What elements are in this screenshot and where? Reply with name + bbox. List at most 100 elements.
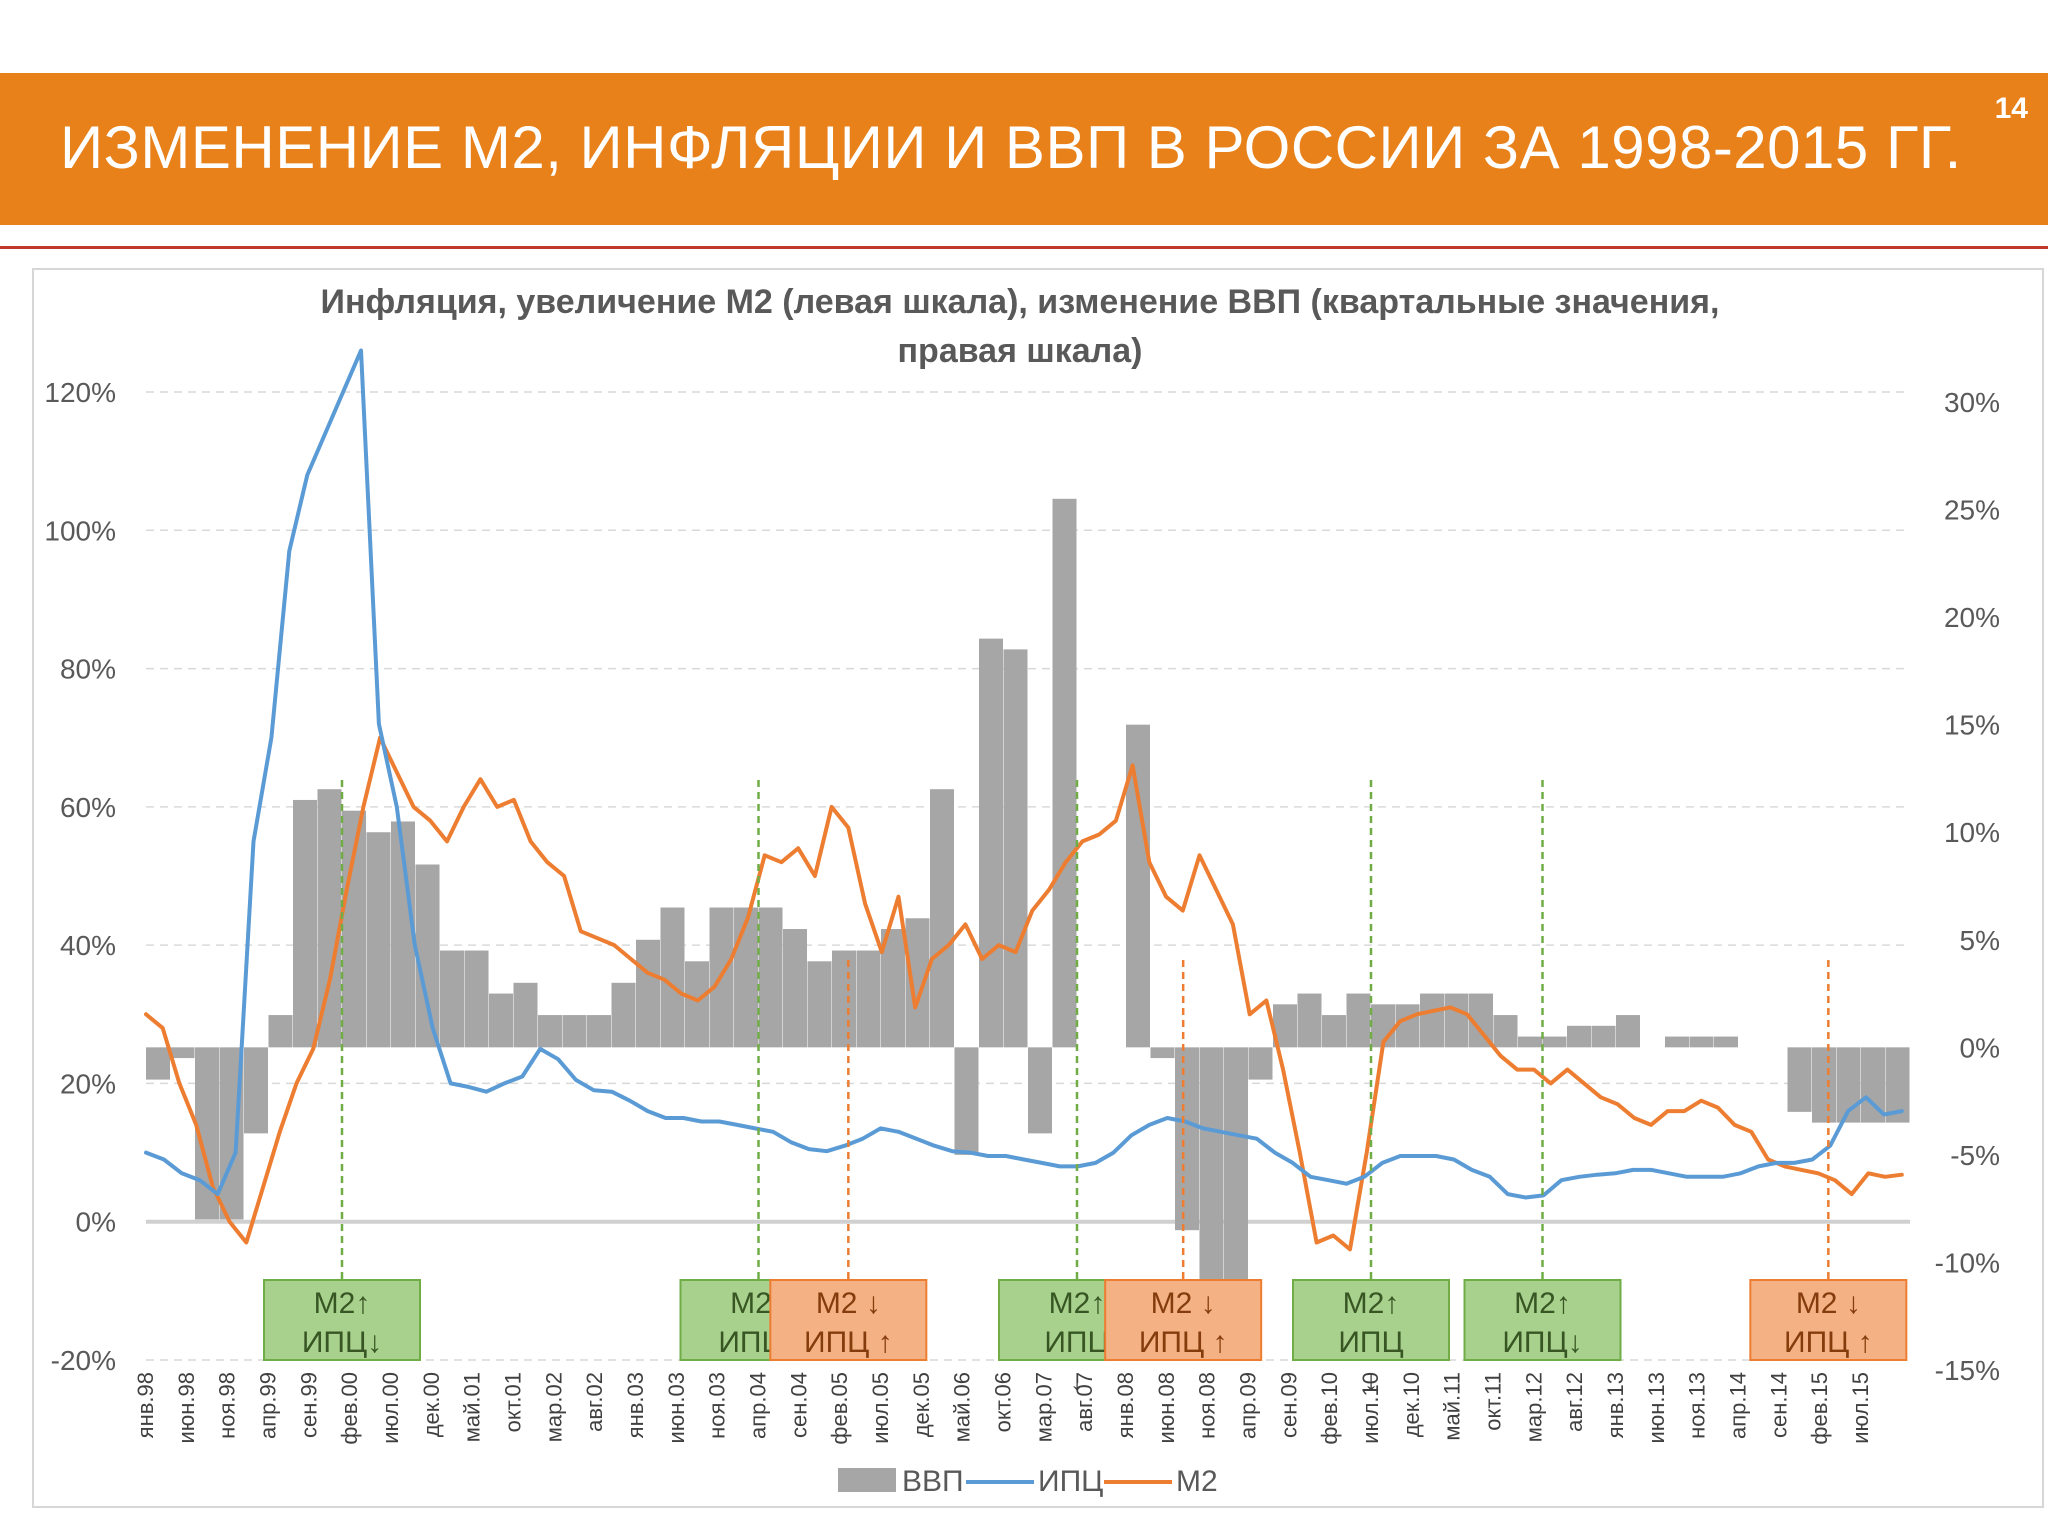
annotation-line2: ИПЦ <box>1338 1326 1403 1359</box>
gdp-bar <box>685 961 709 1048</box>
annotation-line1: М2 ↓ <box>1151 1287 1216 1320</box>
annotation-line2: ИПЦ <box>1044 1326 1109 1359</box>
gdp-bar <box>1542 1036 1567 1048</box>
gdp-bar <box>562 1015 587 1048</box>
right-tick-label: -5% <box>1950 1140 2000 1171</box>
annotation-line1: М2↑ <box>314 1287 371 1320</box>
gridlines <box>146 391 1910 1361</box>
gdp-bar <box>513 982 538 1048</box>
x-tick-label: сен.04 <box>786 1372 811 1438</box>
x-tick-label: мар.02 <box>541 1372 566 1442</box>
gdp-bar <box>1150 1047 1175 1059</box>
left-tick-label: 80% <box>60 654 116 685</box>
annotation-line2: ИПЦ ↑ <box>1784 1326 1873 1359</box>
right-tick-label: 15% <box>1944 710 2000 741</box>
right-tick-label: 10% <box>1944 817 2000 848</box>
annotation-line1: М2↑ <box>1514 1287 1571 1320</box>
x-tick-label: май.01 <box>460 1372 485 1442</box>
gdp-bar <box>366 832 391 1048</box>
x-tick-label: фев.05 <box>827 1372 852 1445</box>
x-tick-label: янв.13 <box>1603 1372 1628 1438</box>
x-tick-label: окт.06 <box>991 1372 1016 1432</box>
annotation-line1: М2 ↓ <box>816 1287 881 1320</box>
annotation-box <box>1749 1279 1908 1361</box>
x-tick-label: мар.12 <box>1521 1372 1546 1442</box>
annotation-line1: М2 ↓ <box>1796 1287 1861 1320</box>
gdp-bar <box>758 907 783 1048</box>
gdp-bar <box>1322 1015 1346 1048</box>
gdp-bar <box>146 1047 170 1080</box>
page-number: 14 <box>1994 92 2028 125</box>
left-tick-label: 60% <box>60 792 116 823</box>
x-tick-label: апр.09 <box>1236 1372 1261 1439</box>
legend-swatch-gdp <box>838 1468 896 1492</box>
x-tick-label: июн.98 <box>174 1372 199 1444</box>
x-tick-label: ноя.13 <box>1685 1372 1710 1439</box>
x-tick-label: дек.10 <box>1399 1372 1424 1437</box>
chart-title-line1: Инфляция, увеличение М2 (левая шкала), и… <box>321 283 1720 321</box>
annotation-line3: ↓ <box>1070 1364 1085 1397</box>
gdp-bar <box>905 918 930 1048</box>
x-tick-label: янв.98 <box>133 1372 158 1438</box>
annotation-box <box>1104 1279 1263 1361</box>
gdp-bar <box>1003 649 1028 1048</box>
gdp-bar <box>489 993 513 1048</box>
gdp-bar <box>807 961 832 1048</box>
right-tick-label: -15% <box>1935 1355 2000 1386</box>
x-tick-label: ноя.03 <box>705 1372 730 1439</box>
annotations: М2↑ИПЦ↓М2↑ИПЦ↓М2 ↓ИПЦ ↑М2↑ИПЦ↓М2 ↓ИПЦ ↑М… <box>263 780 1908 1397</box>
cpi-line <box>144 348 1904 1200</box>
annotation-box <box>1463 1279 1622 1361</box>
chart-title-line2: правая шкала) <box>898 332 1143 370</box>
x-tick-label: окт.11 <box>1481 1372 1506 1431</box>
slide-title: ИЗМЕНЕНИЕ М2, ИНФЛЯЦИИ И ВВП В РОССИИ ЗА… <box>60 114 1962 181</box>
annotation-box <box>1292 1279 1450 1361</box>
gdp-bar <box>636 939 660 1048</box>
gdp-bar <box>856 950 881 1048</box>
x-tick-label: фев.00 <box>337 1372 362 1445</box>
x-tick-label: окт.01 <box>501 1372 526 1432</box>
x-tick-label: дек.05 <box>909 1372 934 1437</box>
annotation-line2: ИПЦ↓ <box>1502 1326 1582 1359</box>
m2-line <box>144 735 1904 1252</box>
x-tick-label: июн.08 <box>1154 1372 1179 1444</box>
x-tick-label: янв.08 <box>1113 1372 1138 1438</box>
x-tick-label: май.06 <box>950 1372 975 1442</box>
gdp-bar <box>1199 1047 1224 1295</box>
gdp-bar <box>1591 1025 1616 1048</box>
x-tick-label: авг.07 <box>1072 1372 1097 1432</box>
annotation-line1: М2↑ <box>1343 1287 1400 1320</box>
right-tick-label: 25% <box>1944 495 2000 526</box>
x-tick-label: апр.14 <box>1726 1372 1751 1439</box>
gdp-bar <box>1665 1036 1689 1048</box>
gdp-bar <box>930 789 954 1048</box>
gdp-bar <box>293 799 317 1048</box>
gdp-bar <box>832 950 856 1048</box>
x-tick-label: ноя.98 <box>215 1372 240 1439</box>
gdp-bar <box>1248 1047 1273 1080</box>
gdp-bar <box>1444 993 1469 1048</box>
gdp-bar <box>1567 1025 1591 1048</box>
axis-labels: -20% 0% 20% 40% 60% 80% 100% 120% -15% -10% -5% 0% 5… <box>44 377 2000 1445</box>
gdp-bar <box>881 929 905 1048</box>
right-tick-label: 20% <box>1944 602 2000 633</box>
gdp-bar <box>244 1047 268 1134</box>
x-tick-label: июн.13 <box>1644 1372 1669 1444</box>
right-tick-label: 0% <box>1960 1032 2000 1063</box>
gdp-bar <box>1812 1047 1836 1123</box>
gdp-bar <box>1028 1047 1052 1134</box>
x-tick-label: июл.10 <box>1358 1372 1383 1444</box>
x-tick-label: сен.99 <box>296 1372 321 1438</box>
gdp-bar <box>979 638 1003 1048</box>
x-tick-label: фев.15 <box>1807 1372 1832 1445</box>
left-tick-label: 0% <box>76 1207 116 1238</box>
annotation-box <box>769 1279 928 1361</box>
left-tick-label: 20% <box>60 1068 116 1099</box>
annotation-line2: ИПЦ↓ <box>302 1326 382 1359</box>
gdp-bar <box>954 1047 979 1155</box>
gdp-bar <box>1714 1036 1738 1048</box>
x-tick-label: фев.10 <box>1317 1372 1342 1445</box>
gdp-bar <box>734 907 758 1048</box>
x-tick-label: апр.99 <box>256 1372 281 1439</box>
